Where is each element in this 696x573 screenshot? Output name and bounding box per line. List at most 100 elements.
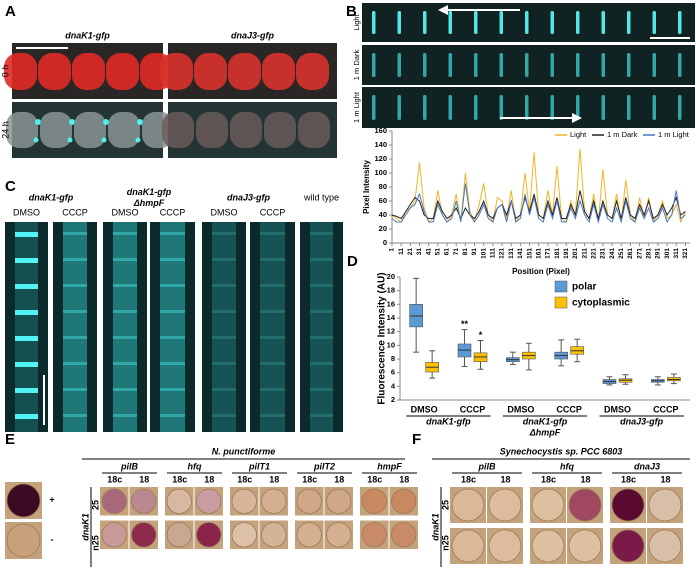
- filament: [212, 222, 236, 432]
- septum: [652, 53, 656, 77]
- septum: [63, 232, 87, 235]
- cell: [296, 53, 329, 90]
- x-tick-label: 271: [636, 248, 643, 259]
- y-tick-label: 18: [387, 286, 395, 295]
- condition-label: 18c: [172, 474, 187, 484]
- condition-label: 18: [399, 474, 409, 484]
- y-axis-label: Pixel Intensity: [362, 160, 371, 214]
- x-tick-label: DMSO: [411, 404, 438, 414]
- plate: [131, 522, 157, 548]
- septum: [310, 232, 333, 235]
- septum: [160, 336, 185, 339]
- septum: [63, 284, 87, 287]
- x-tick-label: 31: [416, 248, 423, 256]
- cell: [74, 112, 106, 148]
- x-tick-label: 21: [407, 248, 414, 256]
- row-group-label: dnaK1: [430, 513, 440, 541]
- strain-label: ΔhmpF: [133, 198, 165, 208]
- gene-label: pilB: [120, 461, 138, 471]
- plate: [361, 522, 387, 548]
- treatment-label: CCCP: [62, 207, 88, 217]
- cell: [106, 53, 139, 90]
- gene-label: dnaJ3: [634, 461, 660, 471]
- x-tick-label: 241: [609, 248, 616, 259]
- y-tick-label: 40: [379, 210, 387, 219]
- x-tick-label: 311: [673, 248, 680, 259]
- septum: [550, 53, 554, 77]
- condition-label: 18c: [621, 474, 636, 484]
- septum: [260, 414, 285, 417]
- cell: [162, 112, 194, 148]
- x-tick-label: 281: [645, 248, 652, 259]
- septum: [260, 232, 285, 235]
- x-tick-label: 201: [572, 248, 579, 259]
- x-tick-label: 151: [526, 248, 533, 259]
- septum: [212, 336, 236, 339]
- condition-label: 18: [580, 474, 590, 484]
- plate: [391, 522, 417, 548]
- plate: [231, 488, 257, 514]
- x-tick-label: 171: [545, 248, 552, 259]
- septum: [627, 11, 631, 34]
- micrograph: [5, 222, 48, 432]
- septum: [160, 258, 185, 261]
- legend-label: 1 m Light: [658, 130, 690, 139]
- septum: [310, 414, 333, 417]
- plate: [531, 488, 565, 522]
- septum: [474, 11, 478, 34]
- x-tick-label: CCCP: [653, 404, 679, 414]
- cell: [108, 112, 140, 148]
- cell: [72, 53, 105, 90]
- septum: [550, 95, 554, 120]
- septum: [15, 258, 38, 263]
- septum: [212, 414, 236, 417]
- x-tick-label: 71: [453, 248, 460, 256]
- cell: [194, 53, 227, 90]
- septum: [212, 284, 236, 287]
- cell: [6, 112, 38, 148]
- septum: [627, 53, 631, 77]
- y-tick-label: 14: [387, 313, 396, 322]
- x-tick-label: 121: [499, 248, 506, 259]
- y-tick-label: 20: [379, 224, 387, 233]
- row-label: 25: [90, 500, 100, 510]
- gene-label: pilT1: [248, 461, 270, 471]
- x-tick-label: 161: [535, 248, 542, 259]
- filament: [113, 222, 137, 432]
- legend-label: polar: [572, 282, 597, 293]
- plate: [488, 488, 522, 522]
- control-label: -: [51, 534, 54, 544]
- treatment-label: DMSO: [211, 207, 238, 217]
- y-tick-label: 8: [391, 354, 395, 363]
- septum: [63, 336, 87, 339]
- cell: [228, 53, 261, 90]
- row-label: 1 m Dark: [352, 50, 361, 81]
- x-tick-label: 1: [389, 248, 396, 252]
- gene-label: pilT2: [313, 461, 335, 471]
- y-tick-label: 140: [374, 140, 387, 149]
- septum: [310, 310, 333, 313]
- cell: [262, 53, 295, 90]
- x-tick-label: 191: [563, 248, 570, 259]
- spot: [137, 119, 143, 125]
- legend-label: cytoplasmic: [572, 298, 630, 309]
- condition-label: 18c: [367, 474, 382, 484]
- septum: [63, 362, 87, 365]
- plate: [196, 488, 222, 514]
- plate: [611, 529, 645, 563]
- x-tick-label: 81: [462, 248, 469, 256]
- septum: [260, 310, 285, 313]
- x-tick-label: 181: [554, 248, 561, 259]
- septum: [15, 284, 38, 289]
- plate: [166, 488, 192, 514]
- panel-label: D: [347, 253, 358, 270]
- septum: [212, 362, 236, 365]
- panel-label: E: [5, 431, 15, 448]
- legend-label: Light: [570, 130, 587, 139]
- septum: [601, 95, 605, 120]
- condition-label: 18: [500, 474, 510, 484]
- x-tick-label: 231: [600, 248, 607, 259]
- cell: [160, 53, 193, 90]
- plate: [101, 488, 127, 514]
- column-title: dnaJ3-gfp: [231, 30, 275, 40]
